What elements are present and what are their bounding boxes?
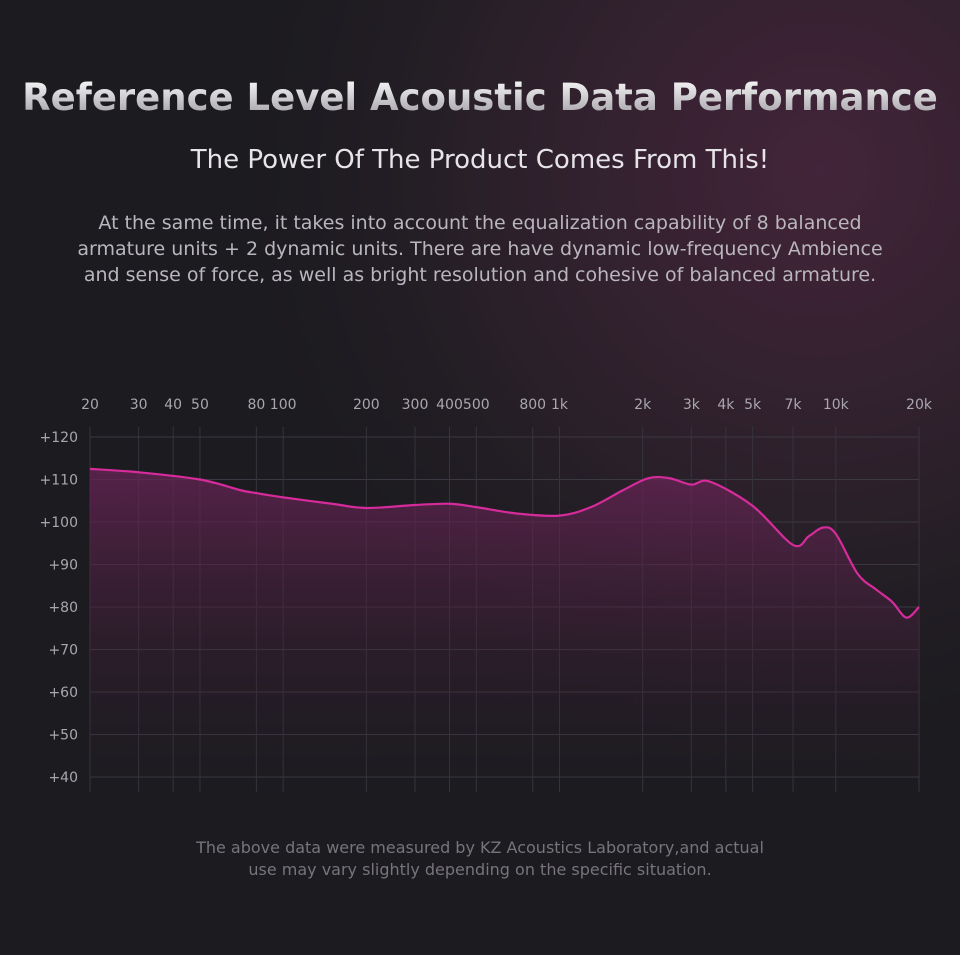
- chart-title: Reference Level Acoustic Data Performanc…: [22, 76, 938, 119]
- x-tick-label: 50: [191, 397, 209, 413]
- x-tick-label: 20k: [906, 397, 933, 413]
- x-tick-label: 1k: [551, 397, 569, 413]
- x-tick-label: 80: [247, 397, 265, 413]
- footnote-line: The above data were measured by KZ Acous…: [195, 838, 764, 857]
- x-tick-label: 10k: [823, 397, 850, 413]
- x-tick-label: 4k: [717, 397, 735, 413]
- x-tick-label: 40: [164, 397, 182, 413]
- y-tick-label: +60: [48, 685, 78, 701]
- y-tick-label: +70: [48, 643, 78, 659]
- footnote: The above data were measured by KZ Acous…: [195, 838, 764, 879]
- description-line: and sense of force, as well as bright re…: [84, 264, 876, 286]
- y-tick-label: +100: [40, 515, 78, 531]
- y-tick-label: +110: [40, 473, 78, 489]
- x-tick-label: 300: [402, 397, 429, 413]
- chart-subtitle: The Power Of The Product Comes From This…: [190, 145, 769, 175]
- x-tick-label: 200: [353, 397, 380, 413]
- x-tick-label: 20: [81, 397, 99, 413]
- x-tick-label: 400: [436, 397, 463, 413]
- x-tick-label: 2k: [634, 397, 652, 413]
- description-line: At the same time, it takes into account …: [98, 212, 861, 234]
- y-tick-label: +90: [48, 558, 78, 574]
- description-line: armature units + 2 dynamic units. There …: [77, 238, 882, 260]
- description: At the same time, it takes into account …: [77, 212, 882, 286]
- x-tick-label: 800: [519, 397, 546, 413]
- x-tick-label: 3k: [683, 397, 701, 413]
- x-tick-label: 100: [270, 397, 297, 413]
- x-tick-label: 5k: [744, 397, 762, 413]
- y-tick-label: +50: [48, 728, 78, 744]
- y-tick-label: +80: [48, 600, 78, 616]
- y-tick-label: +40: [48, 770, 78, 786]
- line: [89, 467, 920, 619]
- y-tick-label: +120: [40, 430, 78, 446]
- x-tick-label: 7k: [785, 397, 803, 413]
- footnote-line: use may vary slightly depending on the s…: [248, 860, 711, 879]
- line-area: [90, 468, 919, 777]
- x-tick-label: 500: [463, 397, 490, 413]
- x-tick-label: 30: [130, 397, 148, 413]
